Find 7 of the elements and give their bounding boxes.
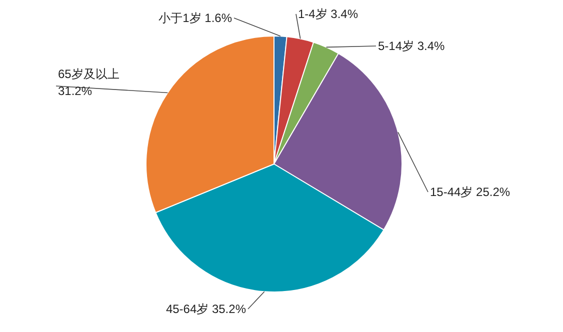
slice-label: 1-4岁 3.4%: [298, 7, 358, 21]
slice-label: 15-44岁 25.2%: [430, 185, 510, 199]
slice-label: 45-64岁 35.2%: [166, 302, 246, 316]
slice-label: 5-14岁 3.4%: [378, 39, 446, 53]
slice-label: 65岁及以上: [58, 67, 120, 81]
slice-label: 小于1岁 1.6%: [158, 11, 232, 25]
data-label: 31.2%: [58, 84, 92, 98]
